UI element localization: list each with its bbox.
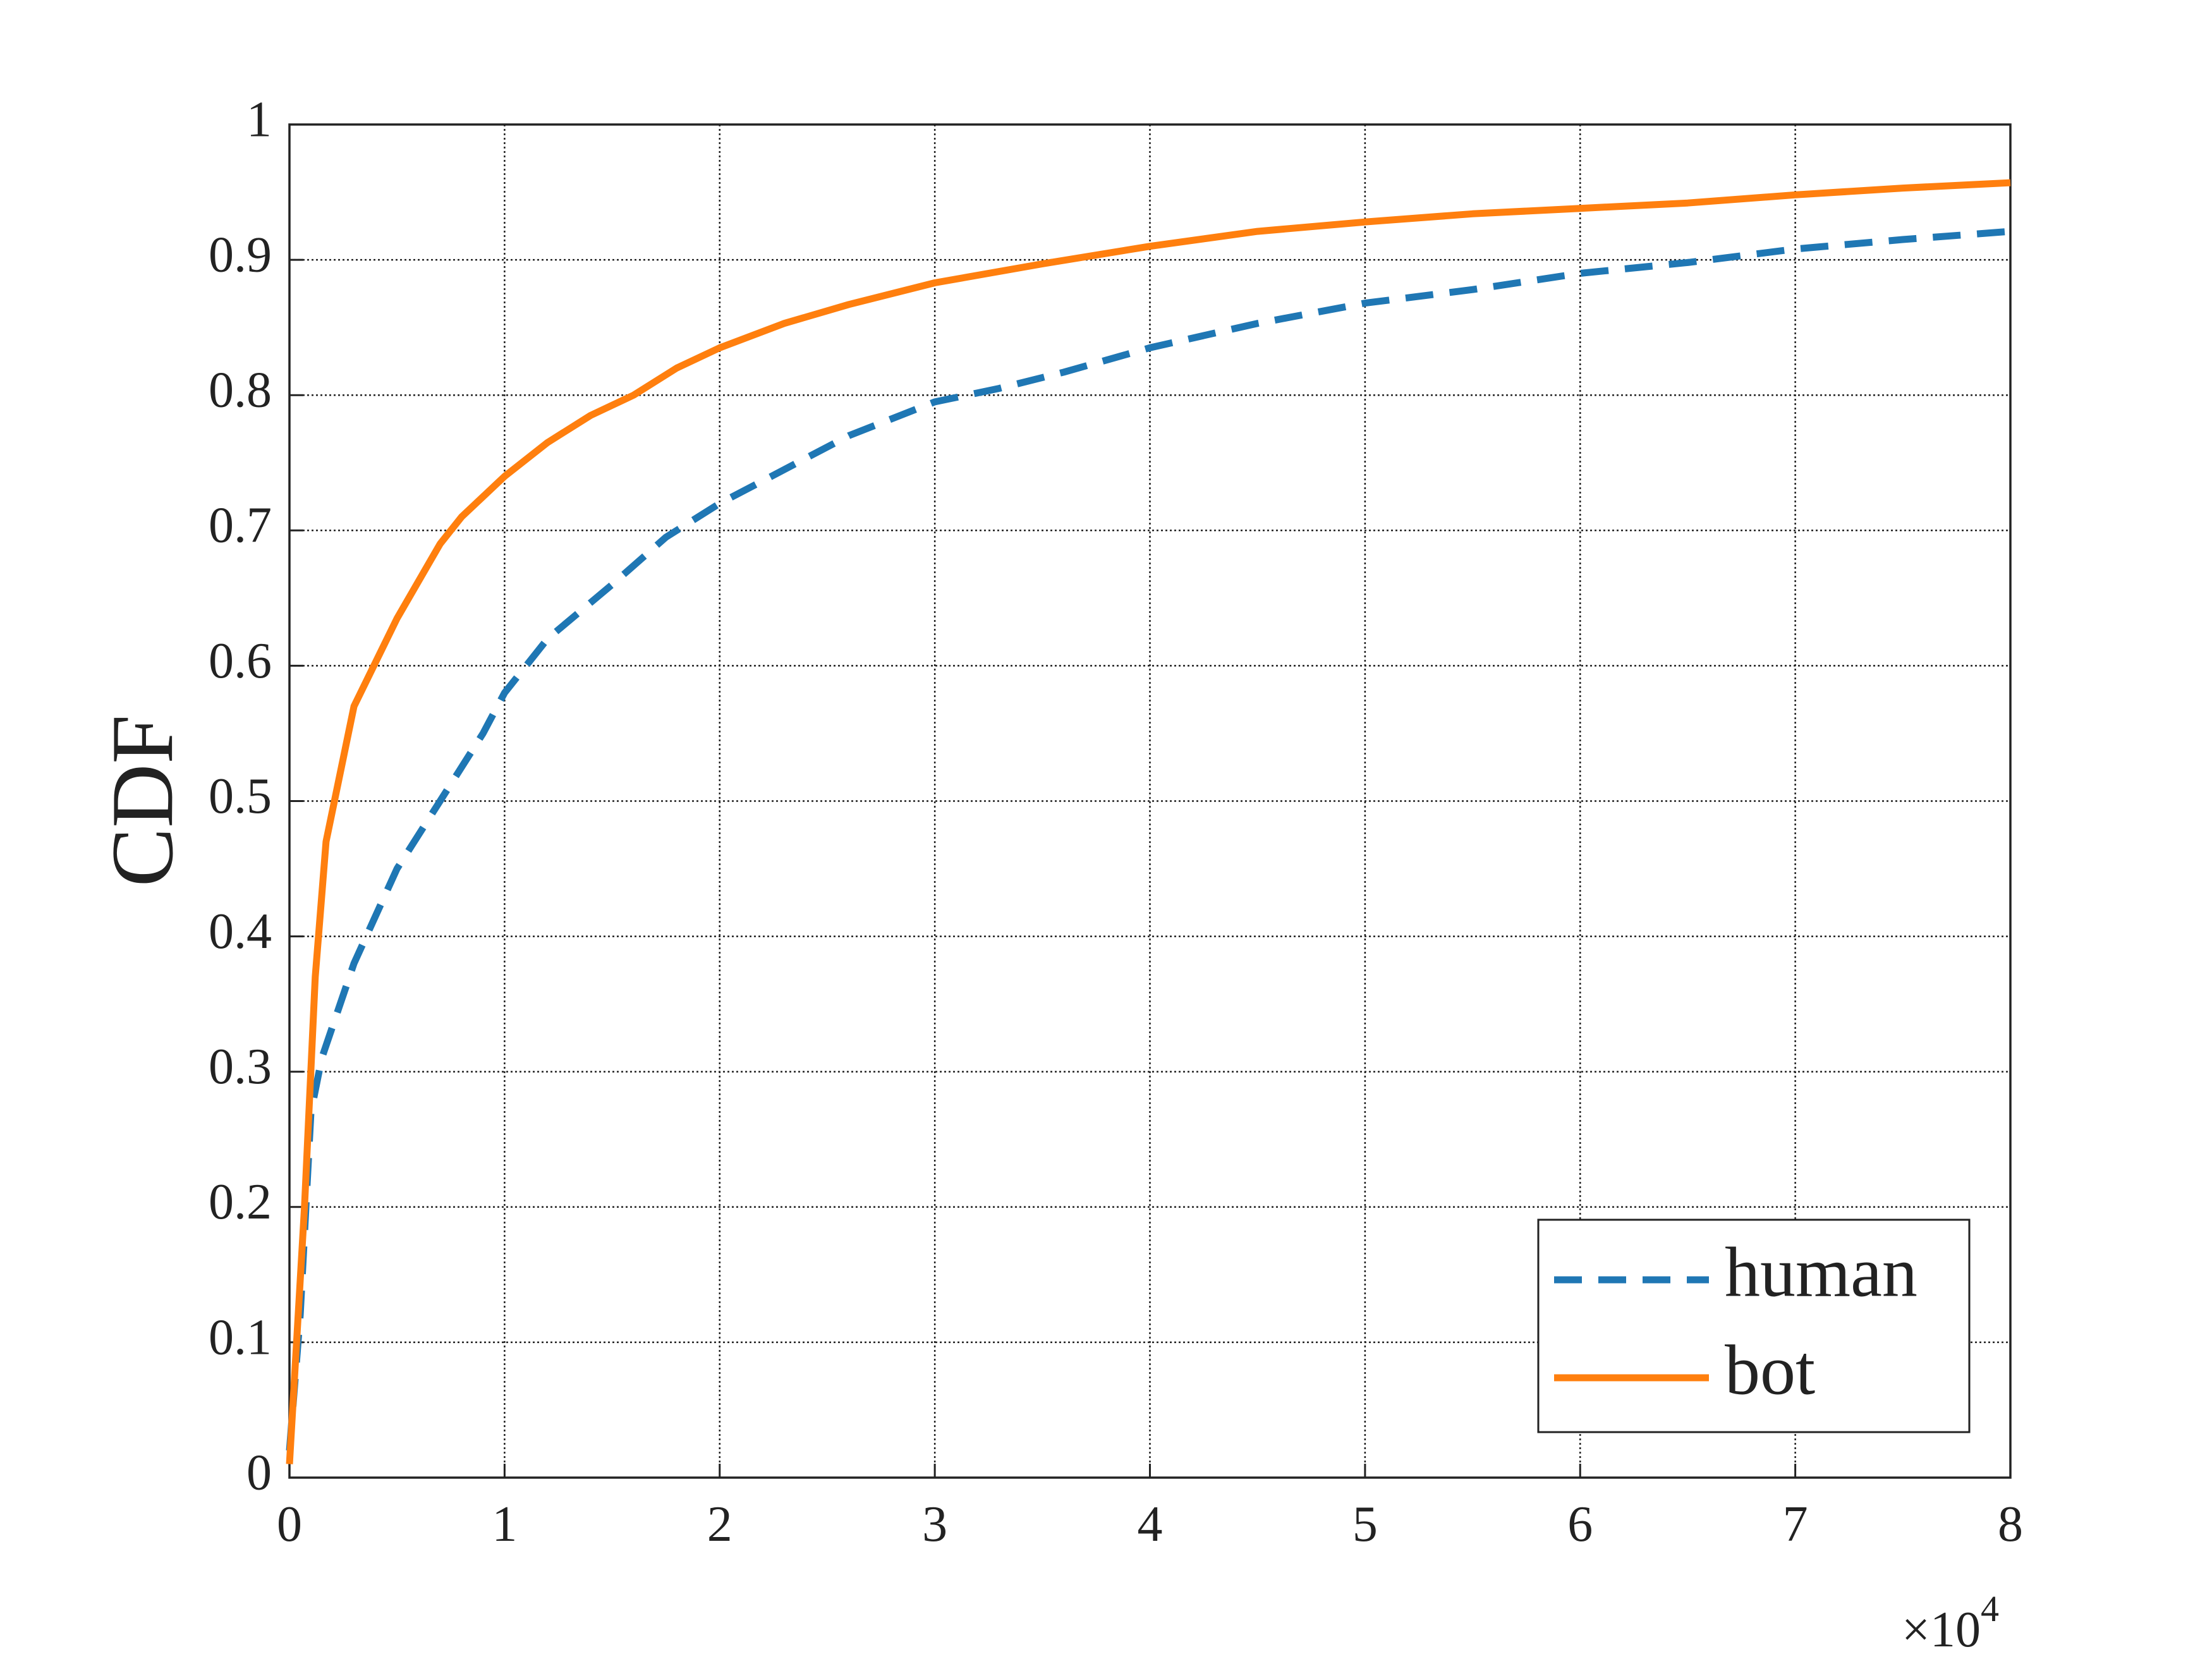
y-tick-label: 1 <box>246 92 272 147</box>
x-scale-exponent: 4 <box>1981 1588 1999 1629</box>
y-axis-label: CDF <box>94 715 191 887</box>
y-tick-label: 0.6 <box>209 633 272 689</box>
y-tick-label: 0.9 <box>209 227 272 283</box>
x-tick-label: 3 <box>922 1497 947 1552</box>
x-tick-label: 8 <box>1998 1497 2023 1552</box>
y-tick-label: 0.8 <box>209 363 272 418</box>
x-tick-label: 5 <box>1352 1497 1378 1552</box>
y-tick-label: 0.7 <box>209 498 272 554</box>
y-tick-label: 0.1 <box>209 1310 272 1365</box>
y-tick-label: 0.5 <box>209 769 272 824</box>
x-tick-label: 0 <box>277 1497 302 1552</box>
x-tick-label: 4 <box>1138 1497 1163 1552</box>
x-scale-base: ×10 <box>1902 1602 1981 1658</box>
x-tick-label: 2 <box>707 1497 732 1552</box>
legend-box <box>1537 1218 1971 1433</box>
x-scale-label: ×104 <box>1902 1588 1999 1658</box>
x-tick-label: 7 <box>1783 1497 1808 1552</box>
x-tick-label: 6 <box>1567 1497 1593 1552</box>
series-line <box>286 179 2011 1464</box>
y-tick-label: 0.4 <box>209 904 272 959</box>
legend-label: bot <box>1725 1332 1815 1410</box>
x-tick-label: 1 <box>492 1497 517 1552</box>
legend-label: human <box>1725 1234 1917 1312</box>
plot-frame <box>288 123 2012 1479</box>
series-line <box>286 228 2011 1451</box>
y-tick-label: 0.3 <box>209 1039 272 1095</box>
y-tick-label: 0 <box>246 1445 272 1500</box>
y-tick-label: 0.2 <box>209 1174 272 1230</box>
